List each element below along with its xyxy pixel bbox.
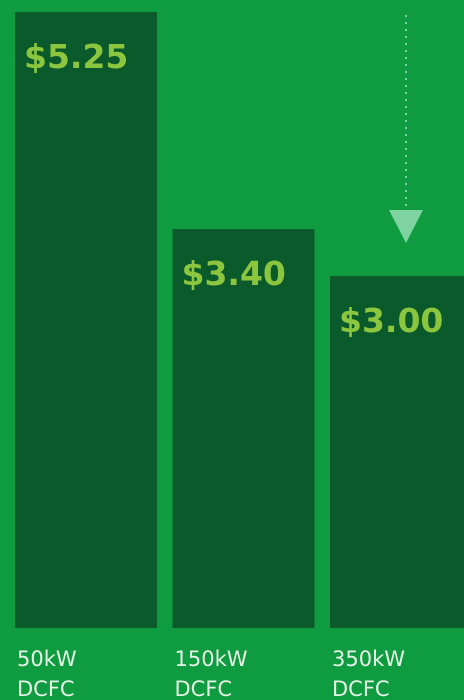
arrow-head [389,210,423,243]
bar [15,12,157,628]
value-label: $3.40 [182,254,286,293]
bar [330,276,464,628]
x-tick-label: 350kW DCFC [332,647,405,700]
x-tick-label: 150kW DCFC [175,647,248,700]
bar [172,229,315,629]
x-tick-label-line: 350kW [332,647,405,671]
x-tick-label-line: DCFC [175,677,233,700]
x-tick-label: 50kW DCFC [17,647,77,700]
x-tick-label-line: DCFC [332,677,390,700]
x-tick-label-line: DCFC [17,677,75,700]
x-tick-label-line: 150kW [175,647,248,671]
value-label: $3.00 [339,301,443,340]
x-tick-label-line: 50kW [17,647,77,671]
value-label: $5.25 [24,37,128,76]
